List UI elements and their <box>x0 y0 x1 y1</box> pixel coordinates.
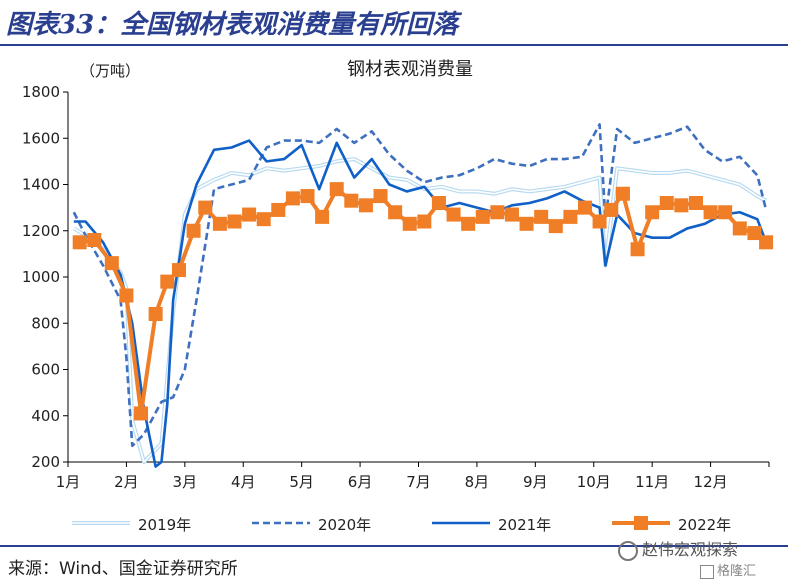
series-2022-point <box>659 196 674 210</box>
series-2022-point <box>148 307 163 321</box>
series-2022-point <box>490 205 505 220</box>
watermark-badge: 格隆汇 <box>700 560 756 579</box>
series-2022-point <box>186 223 201 238</box>
series-2022-point <box>718 205 733 220</box>
series-2022-point <box>747 226 762 241</box>
y-tick-label: 1200 <box>22 222 60 240</box>
legend-item: 2022年 <box>610 512 780 534</box>
legend-swatch <box>612 516 670 530</box>
series-2022-point <box>171 263 186 278</box>
wechat-icon <box>618 540 638 561</box>
line-chart: 200 400 600 800 1000 1200 1400 1600 1800 1月 2月 3月 4月… <box>22 83 774 491</box>
badge-text: 格隆汇 <box>717 564 757 579</box>
legend-swatch <box>252 521 310 525</box>
badge-logo-icon <box>700 564 714 579</box>
series-2022-point <box>358 198 373 213</box>
series-2022-point <box>160 274 175 289</box>
series-2022-point <box>674 198 689 213</box>
x-tick-label: 6月 <box>348 473 373 491</box>
legend-label: 2019年 <box>138 516 192 534</box>
y-tick-label: 1600 <box>22 129 60 147</box>
series-2022-point <box>615 186 630 201</box>
figure-title: 图表33：全国钢材表观消费量有所回落 <box>6 10 459 40</box>
x-tick-label: 12月 <box>694 473 728 491</box>
legend-item: 2019年 <box>70 512 240 534</box>
x-tick-label: 8月 <box>465 473 490 491</box>
chart-legend: 2019年 2020年 2021年 2022年 <box>70 512 770 534</box>
y-tick-label: 600 <box>31 361 60 379</box>
legend-label: 2022年 <box>678 516 732 534</box>
x-tick-label: 11月 <box>635 473 669 491</box>
x-tick-label: 4月 <box>231 473 256 491</box>
series-2022-point <box>645 205 660 220</box>
x-tick-label: 10月 <box>577 473 611 491</box>
series-2022-point <box>212 216 227 231</box>
watermark-text: 赵伟宏观探索 <box>642 540 739 559</box>
series-2022-point <box>504 207 519 222</box>
y-axis-unit-label: （万吨） <box>80 62 141 80</box>
legend-item: 2021年 <box>430 512 600 534</box>
series-2022-point <box>134 406 149 421</box>
series-2022-point <box>461 216 476 231</box>
series-2022-point <box>119 288 134 303</box>
bottom-rule <box>0 545 788 547</box>
chart-title: 钢材表观消费量 <box>347 59 473 80</box>
x-tick-label: 5月 <box>289 473 314 491</box>
series-2021-line <box>73 139 768 468</box>
series-2022-point <box>446 207 461 222</box>
series-2022-point <box>271 202 286 217</box>
title-rule <box>0 44 788 46</box>
y-tick-label: 400 <box>31 407 60 425</box>
watermark: 赵伟宏观探索 <box>618 536 738 561</box>
series-2022-point <box>563 209 578 224</box>
x-tick-label: 2月 <box>114 473 139 491</box>
x-tick-label: 9月 <box>523 473 548 491</box>
series-2022-point <box>732 221 747 236</box>
series-2022-point <box>688 196 703 210</box>
series-2022-point <box>592 214 607 229</box>
series-2022-point <box>373 189 388 204</box>
title-bar: 图表33：全国钢材表观消费量有所回落 <box>0 0 788 44</box>
x-tick-label: 1月 <box>56 473 81 491</box>
series-2020-line <box>72 123 768 448</box>
series-2022-point <box>534 209 549 224</box>
series-2022-point <box>300 189 315 204</box>
x-tick-label: 3月 <box>173 473 198 491</box>
series-2022-point <box>431 196 446 210</box>
series-2022-point <box>198 200 213 215</box>
series-2022-point <box>604 202 619 217</box>
series-2022-point <box>104 256 119 271</box>
series-2022-point <box>242 207 257 222</box>
y-tick-label: 800 <box>31 314 60 332</box>
legend-item: 2020年 <box>250 512 420 534</box>
series-2022-point <box>227 214 242 229</box>
series-2022-point <box>630 242 645 257</box>
series-2022-point <box>329 182 344 197</box>
series-2022-point <box>285 191 300 206</box>
y-tick-label: 1400 <box>22 176 60 194</box>
series-2022-point <box>703 205 718 220</box>
series-2022-point <box>548 219 563 234</box>
legend-label: 2021年 <box>498 516 552 534</box>
series-2022-point <box>72 235 87 250</box>
legend-label: 2020年 <box>318 516 372 534</box>
series-2022-point <box>475 209 490 224</box>
y-tick-label: 200 <box>31 453 60 471</box>
series-2022-point <box>87 233 102 247</box>
series-2022-point <box>388 205 403 220</box>
series-2022-point <box>577 200 592 215</box>
series-2022-point <box>402 216 417 231</box>
series-2022-point <box>256 212 271 227</box>
series-2022-point <box>759 235 774 250</box>
legend-swatch <box>432 521 490 525</box>
series-2022-point <box>315 209 330 224</box>
series-2022-point <box>519 216 534 231</box>
y-tick-label: 1000 <box>22 268 60 286</box>
legend-swatch <box>72 521 130 525</box>
x-tick-label: 7月 <box>406 473 431 491</box>
source-note: 来源：Wind、国金证券研究所 <box>8 559 238 579</box>
series-2022-point <box>417 214 432 229</box>
series-2022-point <box>344 193 359 208</box>
y-tick-label: 1800 <box>22 83 60 101</box>
